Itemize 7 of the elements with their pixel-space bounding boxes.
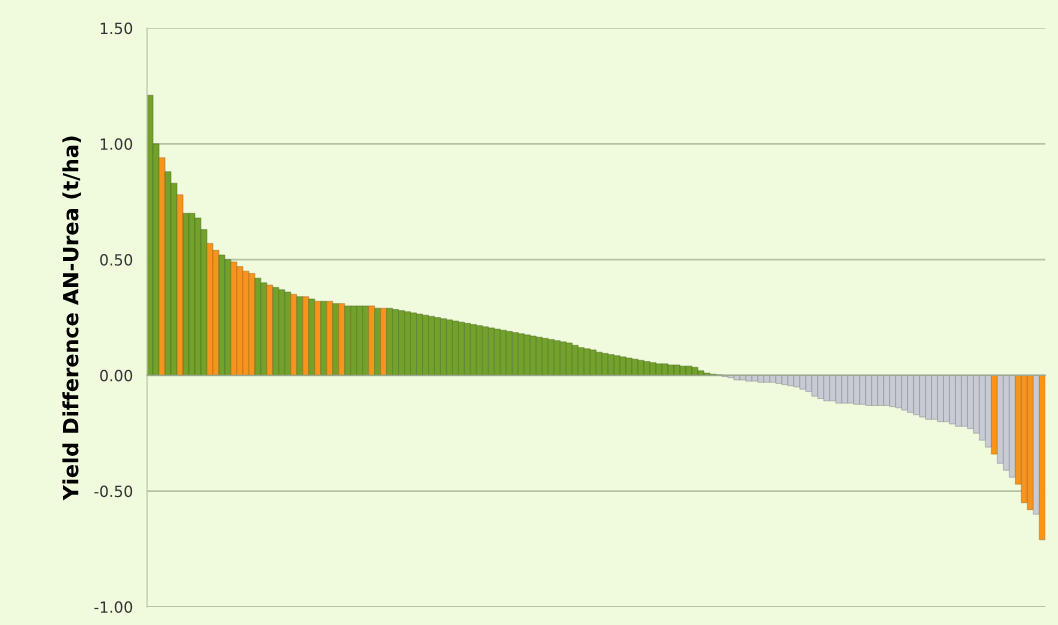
y-axis-title: Yield Difference AN-Urea (t/ha)	[62, 136, 81, 501]
y-tick-label: 0.00	[100, 369, 133, 382]
y-tick-label: 1.00	[100, 138, 133, 150]
y-tick-label: -0.50	[94, 485, 133, 498]
y-tick-label: -1.00	[94, 601, 133, 613]
y-tick-label: 1.50	[100, 22, 133, 35]
y-tick-label: 0.50	[100, 254, 133, 266]
